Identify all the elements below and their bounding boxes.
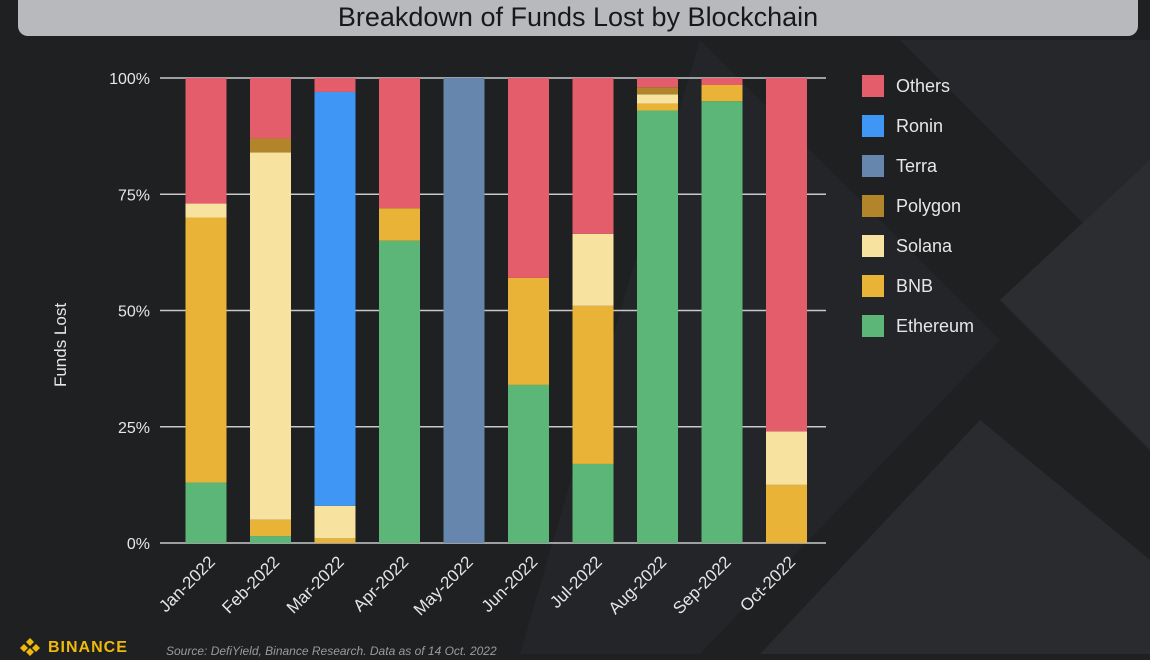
legend-swatch (862, 115, 884, 137)
y-tick-label: 25% (118, 420, 150, 437)
y-tick-label: 75% (118, 187, 150, 204)
source-note: Source: DefiYield, Binance Research. Dat… (166, 644, 497, 658)
legend-label: Solana (896, 235, 953, 256)
legend-item-others: Others (862, 66, 974, 106)
legend-label: Ethereum (896, 315, 975, 336)
x-tick-label: Aug-2022 (605, 552, 671, 618)
legend-swatch (862, 315, 884, 337)
legend-swatch (862, 155, 884, 177)
y-tick-label: 0% (127, 536, 150, 553)
bar-segment-solana (637, 94, 678, 104)
bar-segment-solana (314, 505, 356, 539)
x-tick-label: Feb-2022 (218, 552, 283, 617)
legend-swatch (862, 75, 884, 97)
legend-item-ethereum: Ethereum (862, 306, 974, 346)
bar-segment-others (766, 78, 807, 432)
x-tick-label: Sep-2022 (669, 552, 735, 618)
x-tick-label: Jan-2022 (155, 552, 219, 616)
binance-logo: BINANCE (18, 636, 128, 660)
bar-segment-polygon (637, 87, 678, 95)
bar-segment-ethereum (508, 384, 549, 543)
bar-segment-ethereum (572, 463, 614, 543)
legend-label: Terra (896, 155, 938, 176)
x-tick-label: Mar-2022 (283, 552, 348, 617)
legend-label: Others (896, 75, 951, 96)
bar-segment-others (185, 78, 227, 204)
bar-segment-solana (766, 431, 807, 485)
legend-swatch (862, 195, 884, 217)
bar-segment-bnb (701, 84, 743, 102)
bar-segment-others (314, 78, 356, 92)
legend: Others Ronin Terra Polygon Solana BNB Ethereum (862, 66, 974, 346)
bar-segment-bnb (250, 519, 291, 537)
bar-segment-bnb (185, 217, 227, 483)
bar-segment-bnb (572, 305, 614, 464)
bar-segment-others (637, 78, 678, 88)
y-tick-label: 100% (109, 71, 150, 88)
legend-swatch (862, 275, 884, 297)
legend-item-terra: Terra (862, 146, 974, 186)
legend-label: Polygon (896, 195, 962, 216)
legend-label: BNB (896, 275, 934, 296)
bar-segment-bnb (314, 538, 356, 543)
title-bar: Breakdown of Funds Lost by Blockchain (18, 0, 1138, 36)
bar-segment-ronin (314, 91, 356, 506)
legend-item-ronin: Ronin (862, 106, 974, 146)
bar-segment-others (379, 78, 420, 209)
legend-item-bnb: BNB (862, 266, 974, 306)
bar-segment-solana (185, 203, 227, 218)
bar-segment-ethereum (637, 110, 678, 544)
x-tick-label: Jul-2022 (546, 552, 606, 612)
bar-segment-others (701, 78, 743, 85)
bar-segment-ethereum (185, 482, 227, 543)
x-tick-label: May-2022 (410, 552, 477, 619)
bar-segment-others (250, 78, 291, 139)
bar-segment-polygon (250, 138, 291, 153)
y-axis-label: Funds Lost (51, 303, 70, 387)
bar-segment-ethereum (379, 240, 420, 543)
bar-segment-solana (250, 152, 291, 520)
brand-name: BINANCE (48, 639, 128, 656)
binance-diamond-icon (20, 638, 40, 656)
x-tick-label: Apr-2022 (349, 552, 412, 615)
bar-segment-terra (443, 78, 485, 543)
bar-segment-others (572, 78, 614, 234)
bar-segment-ethereum (250, 536, 291, 543)
bar-segment-others (508, 78, 549, 278)
y-tick-label: 50% (118, 304, 150, 321)
legend-item-solana: Solana (862, 226, 974, 266)
legend-swatch (862, 235, 884, 257)
bar-segment-bnb (766, 484, 807, 543)
x-tick-label: Oct-2022 (736, 552, 799, 615)
bar-segment-ethereum (701, 101, 743, 543)
legend-item-polygon: Polygon (862, 186, 974, 226)
bar-segment-bnb (637, 103, 678, 111)
bar-segment-bnb (379, 208, 420, 241)
bar-segment-bnb (508, 277, 549, 385)
chart-title: Breakdown of Funds Lost by Blockchain (337, 1, 819, 32)
bar-segment-solana (572, 233, 614, 306)
legend-label: Ronin (896, 115, 944, 136)
x-tick-label: Jun-2022 (478, 552, 542, 616)
